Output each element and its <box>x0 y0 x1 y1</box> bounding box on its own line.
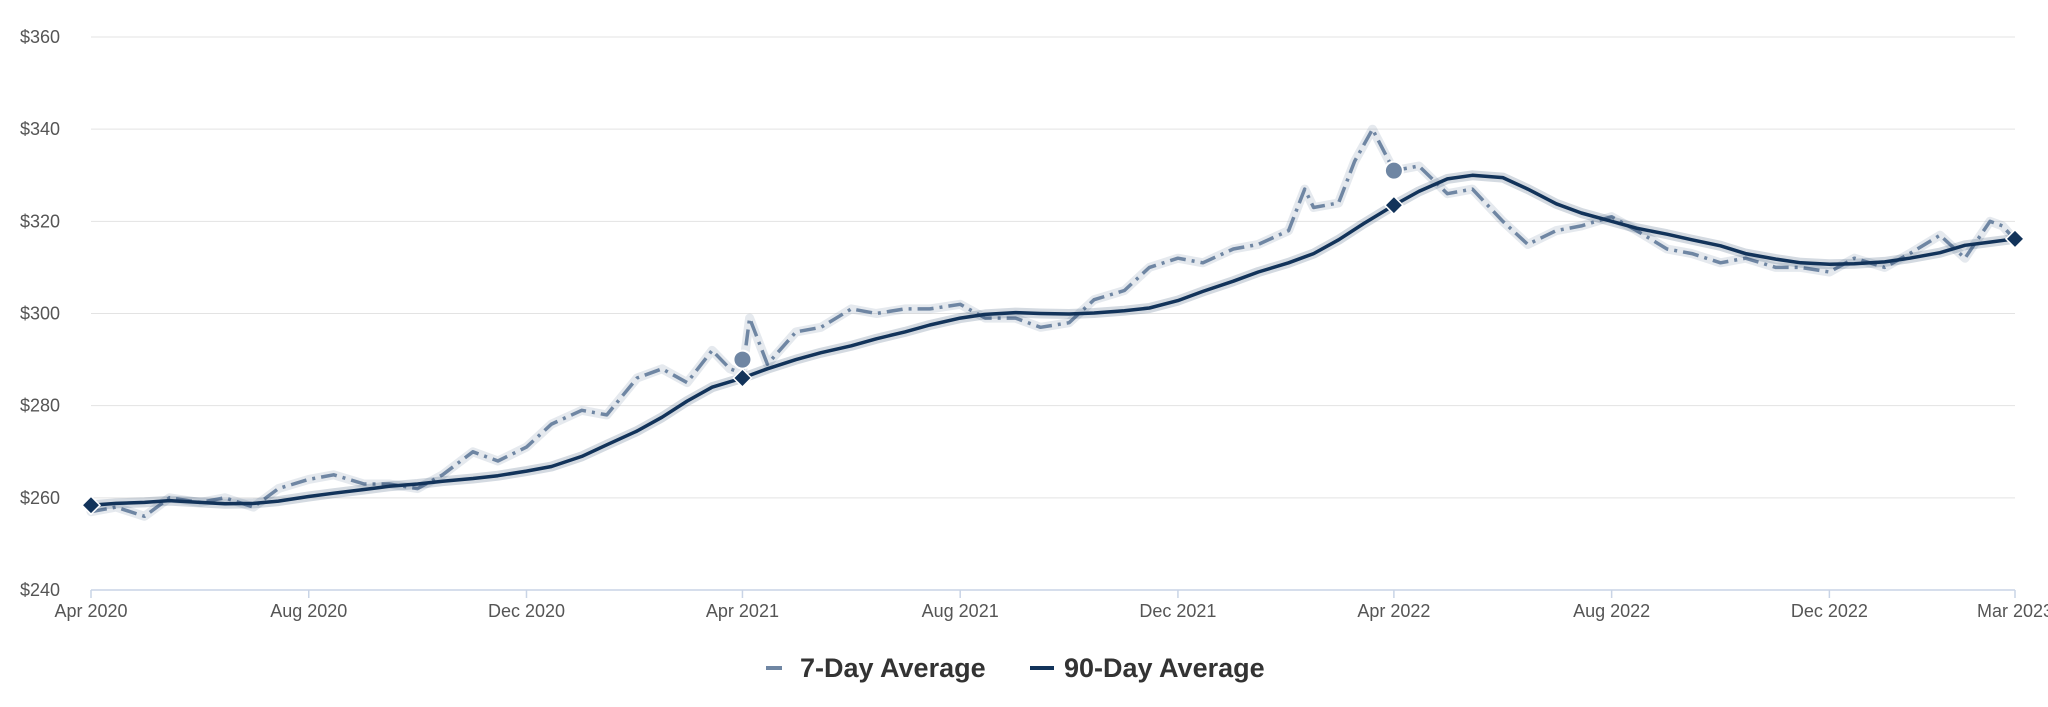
series-halo-90-day-average <box>86 170 2020 511</box>
y-axis-tick-labels: $240 $260 $280 $300 $320 $340 $360 <box>20 27 60 600</box>
gridlines <box>91 36 2015 499</box>
marker-90-day-average-0[interactable] <box>80 495 102 516</box>
marker-90-day-average-2[interactable] <box>1383 195 1404 216</box>
x-tick-label-apr-2022: Apr 2022 <box>1357 601 1430 621</box>
y-tick-label-340: $340 <box>20 119 60 139</box>
x-tick-label-aug-2020: Aug 2020 <box>270 601 347 621</box>
x-tick-label-apr-2020: Apr 2020 <box>54 601 127 621</box>
x-tick-label-dec-2022: Dec 2022 <box>1791 601 1868 621</box>
legend-label-7-day-average: 7-Day Average <box>800 653 986 683</box>
y-tick-label-240: $240 <box>20 580 60 600</box>
x-axis <box>90 589 2016 598</box>
series-halo-7-day-average <box>86 124 2020 521</box>
series-markers <box>80 160 2026 516</box>
y-tick-label-360: $360 <box>20 27 60 47</box>
legend-label-90-day-average: 90-Day Average <box>1064 653 1265 683</box>
series-line-90-day-average[interactable] <box>90 173 2016 507</box>
legend: 7-Day Average 90-Day Average <box>766 653 1265 683</box>
y-tick-label-320: $320 <box>20 211 60 231</box>
y-tick-label-260: $260 <box>20 488 60 508</box>
legend-item-7-day-average[interactable]: 7-Day Average <box>766 653 986 683</box>
marker-90-day-average-3[interactable] <box>2004 228 2026 249</box>
marker-7-day-average-0[interactable] <box>732 349 753 370</box>
y-tick-label-280: $280 <box>20 396 60 416</box>
x-axis-tick-labels: Apr 2020 Aug 2020 Dec 2020 Apr 2021 Aug 2021… <box>54 601 2048 621</box>
x-tick-label-dec-2020: Dec 2020 <box>488 601 565 621</box>
series-line-7-day-average[interactable] <box>90 127 2017 519</box>
x-tick-label-aug-2022: Aug 2022 <box>1573 601 1650 621</box>
marker-7-day-average-1[interactable] <box>1383 160 1404 181</box>
x-tick-label-mar-2023: Mar 2023 <box>1977 601 2048 621</box>
x-tick-label-dec-2021: Dec 2021 <box>1139 601 1216 621</box>
series-lines <box>86 124 2020 521</box>
marker-90-day-average-1[interactable] <box>732 367 753 389</box>
x-tick-label-aug-2021: Aug 2021 <box>922 601 999 621</box>
y-tick-label-300: $300 <box>20 304 60 324</box>
legend-item-90-day-average[interactable]: 90-Day Average <box>1030 653 1265 683</box>
x-tick-label-apr-2021: Apr 2021 <box>706 601 779 621</box>
